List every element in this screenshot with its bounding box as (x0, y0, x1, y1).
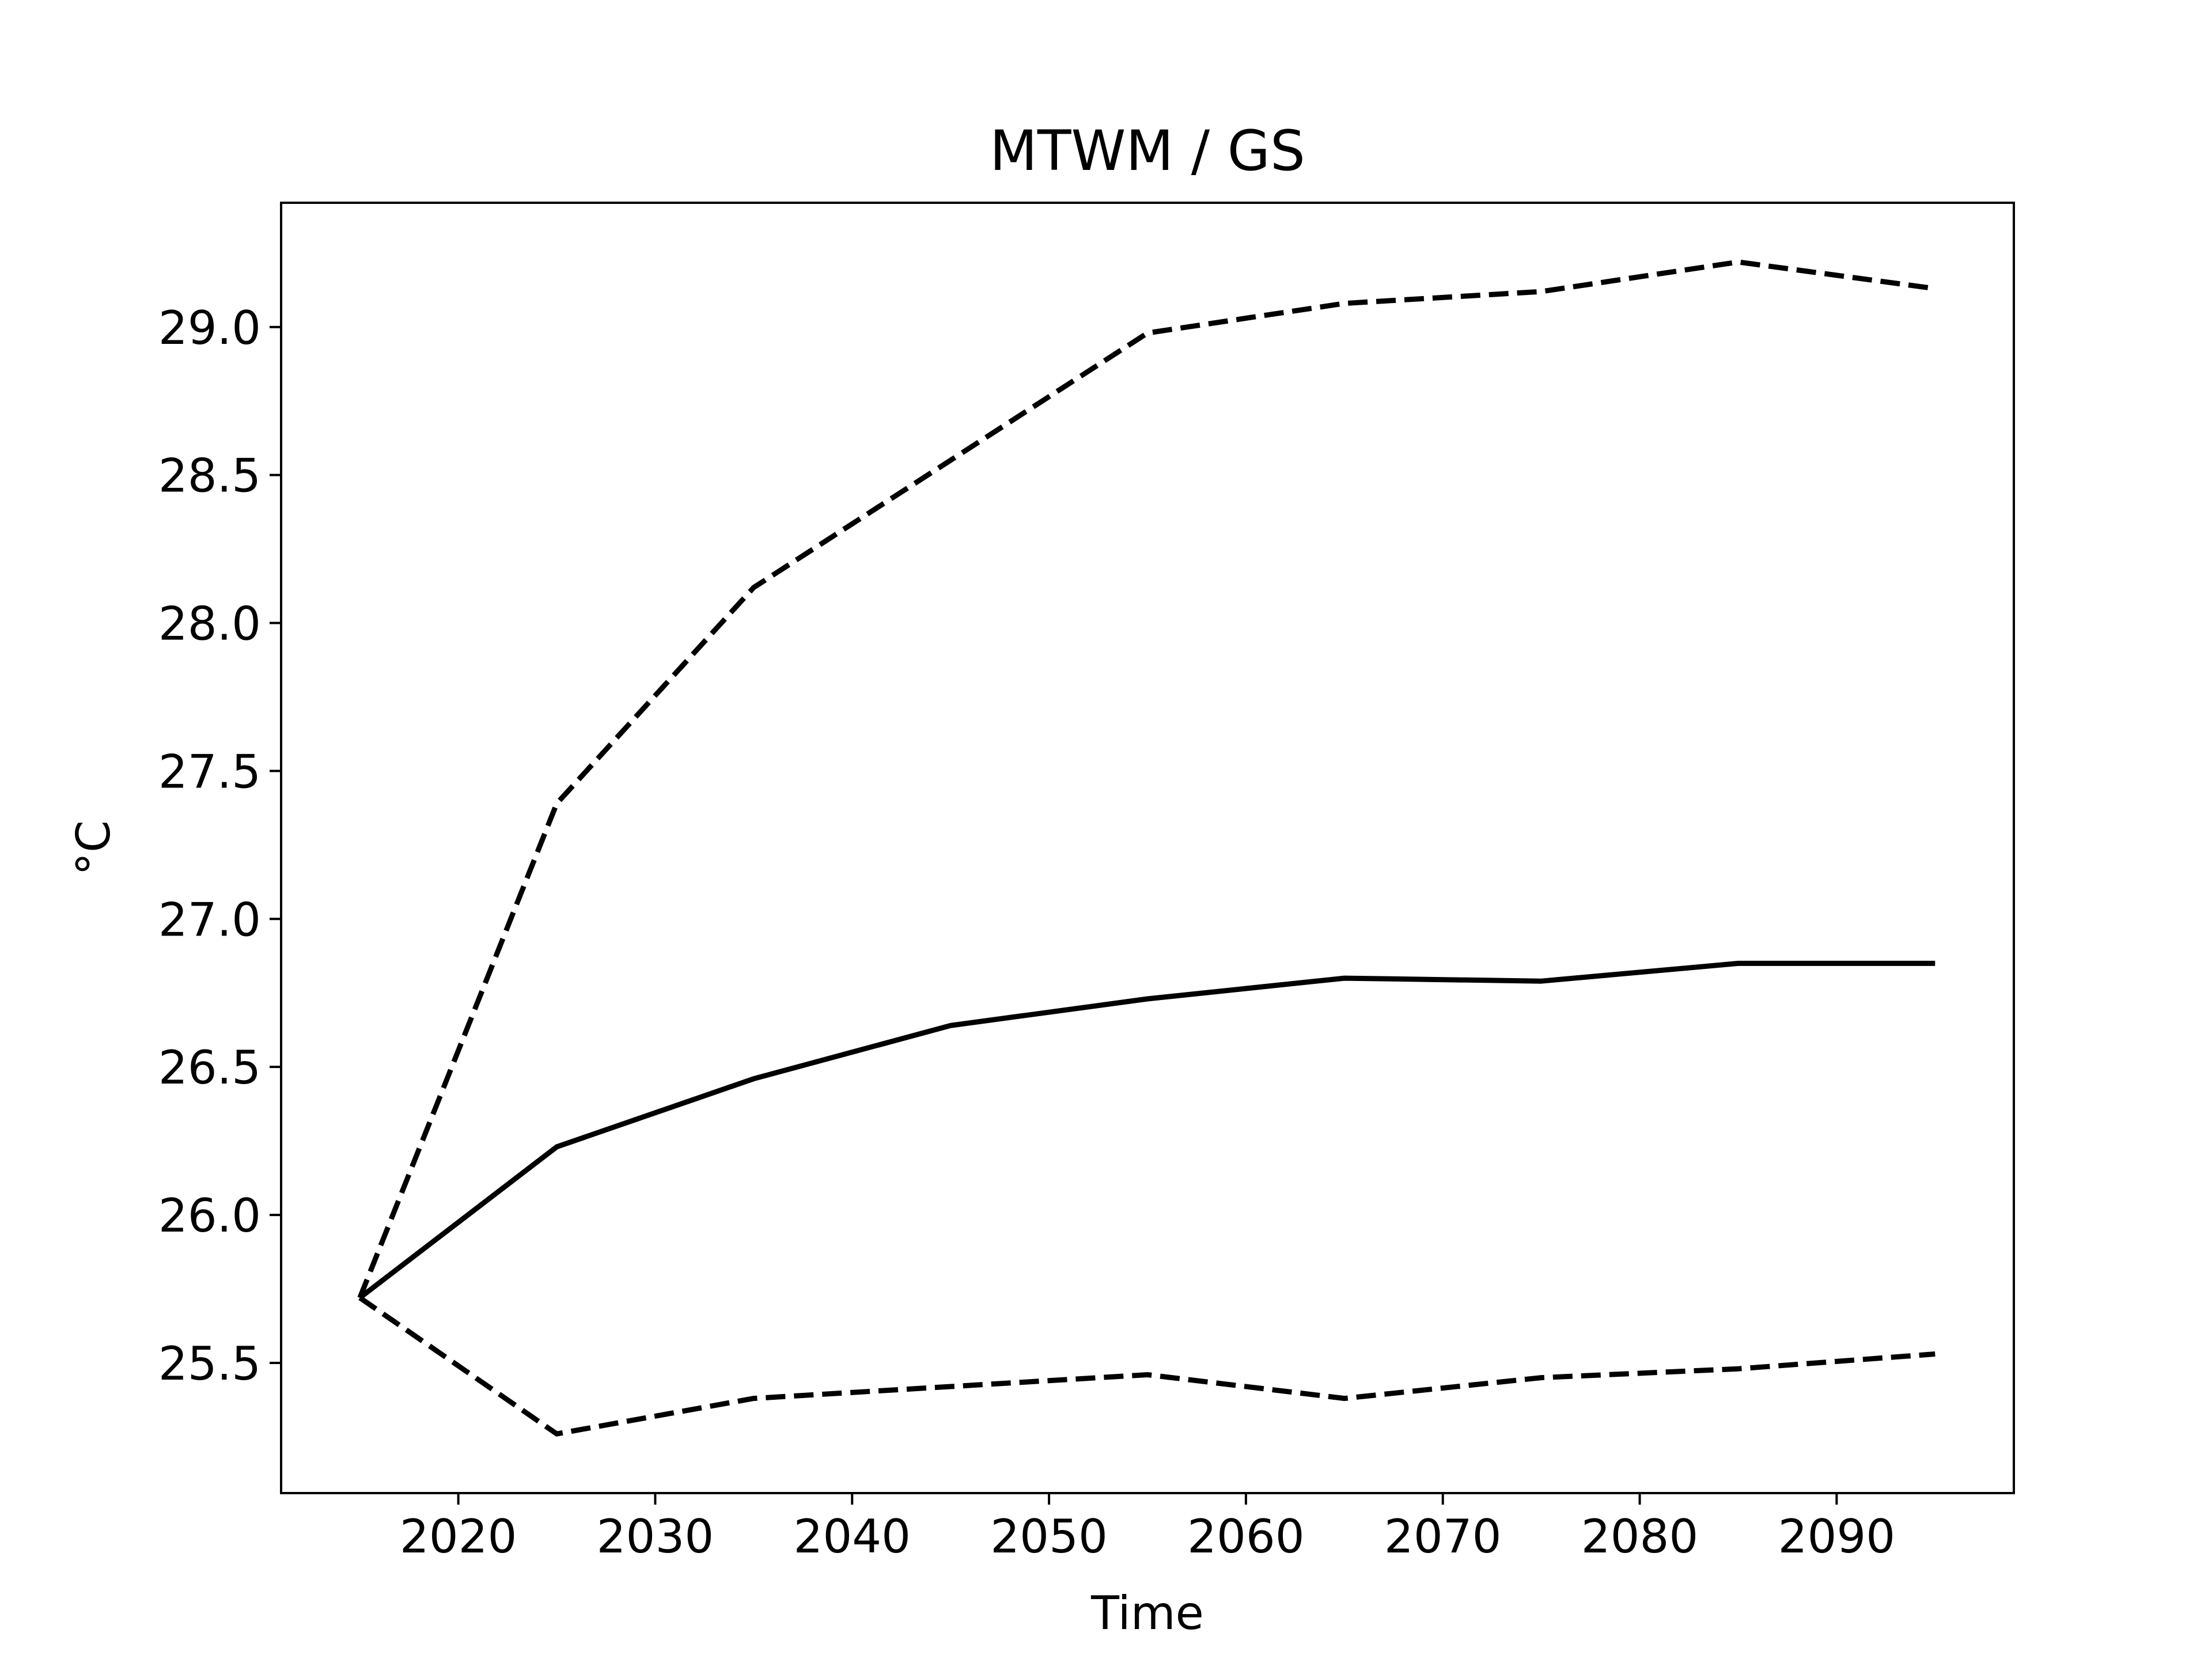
y-tick-label: 26.0 (158, 1189, 261, 1243)
x-axis-label: Time (1090, 1586, 1204, 1640)
x-tick-label: 2070 (1384, 1510, 1502, 1563)
x-tick-label: 2020 (400, 1510, 517, 1563)
series-line-3 (358, 1296, 1936, 1437)
y-tick-label: 28.0 (158, 597, 261, 651)
x-axis-ticks: 2020 2030 2040 2050 2060 2070 2080 2090 (400, 1493, 1895, 1563)
y-tick-label: 25.5 (158, 1337, 261, 1391)
y-tick-label: 27.5 (158, 745, 261, 798)
series-line-2 (358, 960, 1936, 1300)
x-tick-label: 2040 (793, 1510, 911, 1563)
y-tick-label: 27.0 (158, 893, 261, 946)
x-tick-label: 2030 (597, 1510, 714, 1563)
y-tick-label: 26.5 (158, 1041, 261, 1094)
x-tick-label: 2050 (990, 1510, 1108, 1563)
plot-frame (280, 202, 2015, 1494)
series-layer (357, 259, 1936, 1437)
series-line-1 (357, 259, 1936, 1299)
y-tick-label: 29.0 (158, 301, 261, 355)
y-tick-label: 28.5 (158, 449, 261, 503)
x-tick-label: 2090 (1778, 1510, 1896, 1563)
x-tick-label: 2060 (1187, 1510, 1305, 1563)
y-axis-ticks: 25.5 26.0 26.5 27.0 27.5 28.0 28.5 29.0 (158, 301, 281, 1391)
chart-title: MTWM / GS (990, 119, 1305, 183)
x-tick-label: 2080 (1581, 1510, 1699, 1563)
y-axis-label: °C (67, 820, 120, 876)
